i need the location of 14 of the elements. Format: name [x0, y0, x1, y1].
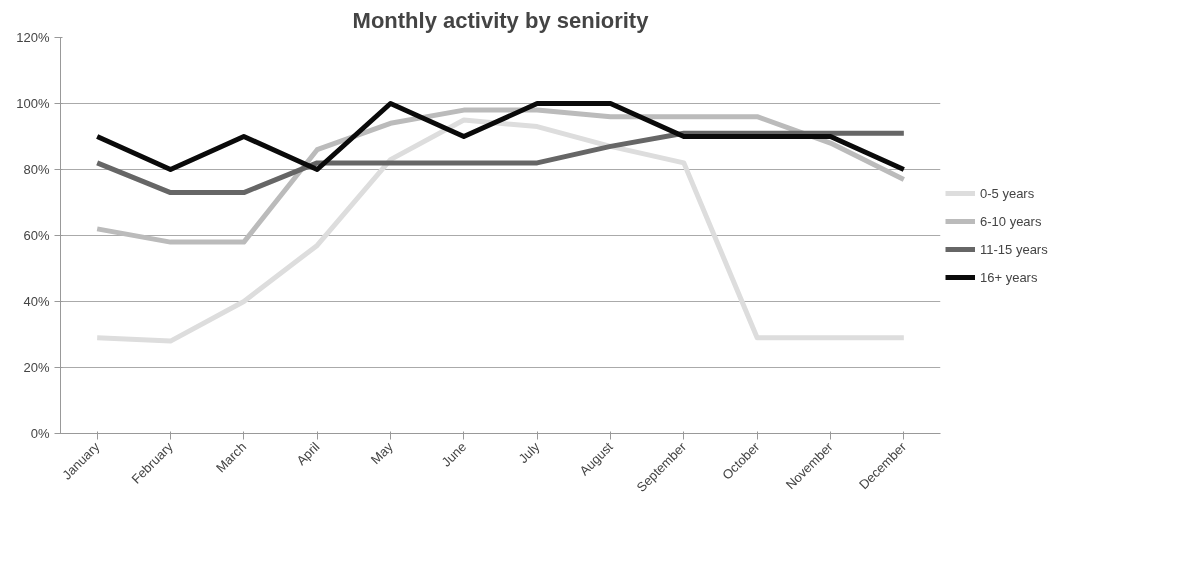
y-tick-label: 80%: [23, 162, 50, 177]
y-tick-label: 120%: [16, 30, 50, 45]
legend-label: 6-10 years: [980, 213, 1042, 229]
legend-label: 0-5 years: [980, 185, 1035, 201]
y-tick-label: 40%: [23, 294, 50, 309]
legend-label: 16+ years: [980, 269, 1038, 285]
y-tick-label: 0%: [30, 426, 50, 441]
y-tick-label: 60%: [23, 228, 50, 243]
x-tick-label: May: [367, 438, 397, 468]
y-tick-label: 100%: [16, 96, 50, 111]
chart-title: Monthly activity by seniority: [352, 7, 650, 33]
legend-label: 11-15 years: [980, 241, 1048, 257]
y-tick-label: 20%: [23, 360, 50, 375]
x-tick-label: July: [515, 438, 543, 467]
